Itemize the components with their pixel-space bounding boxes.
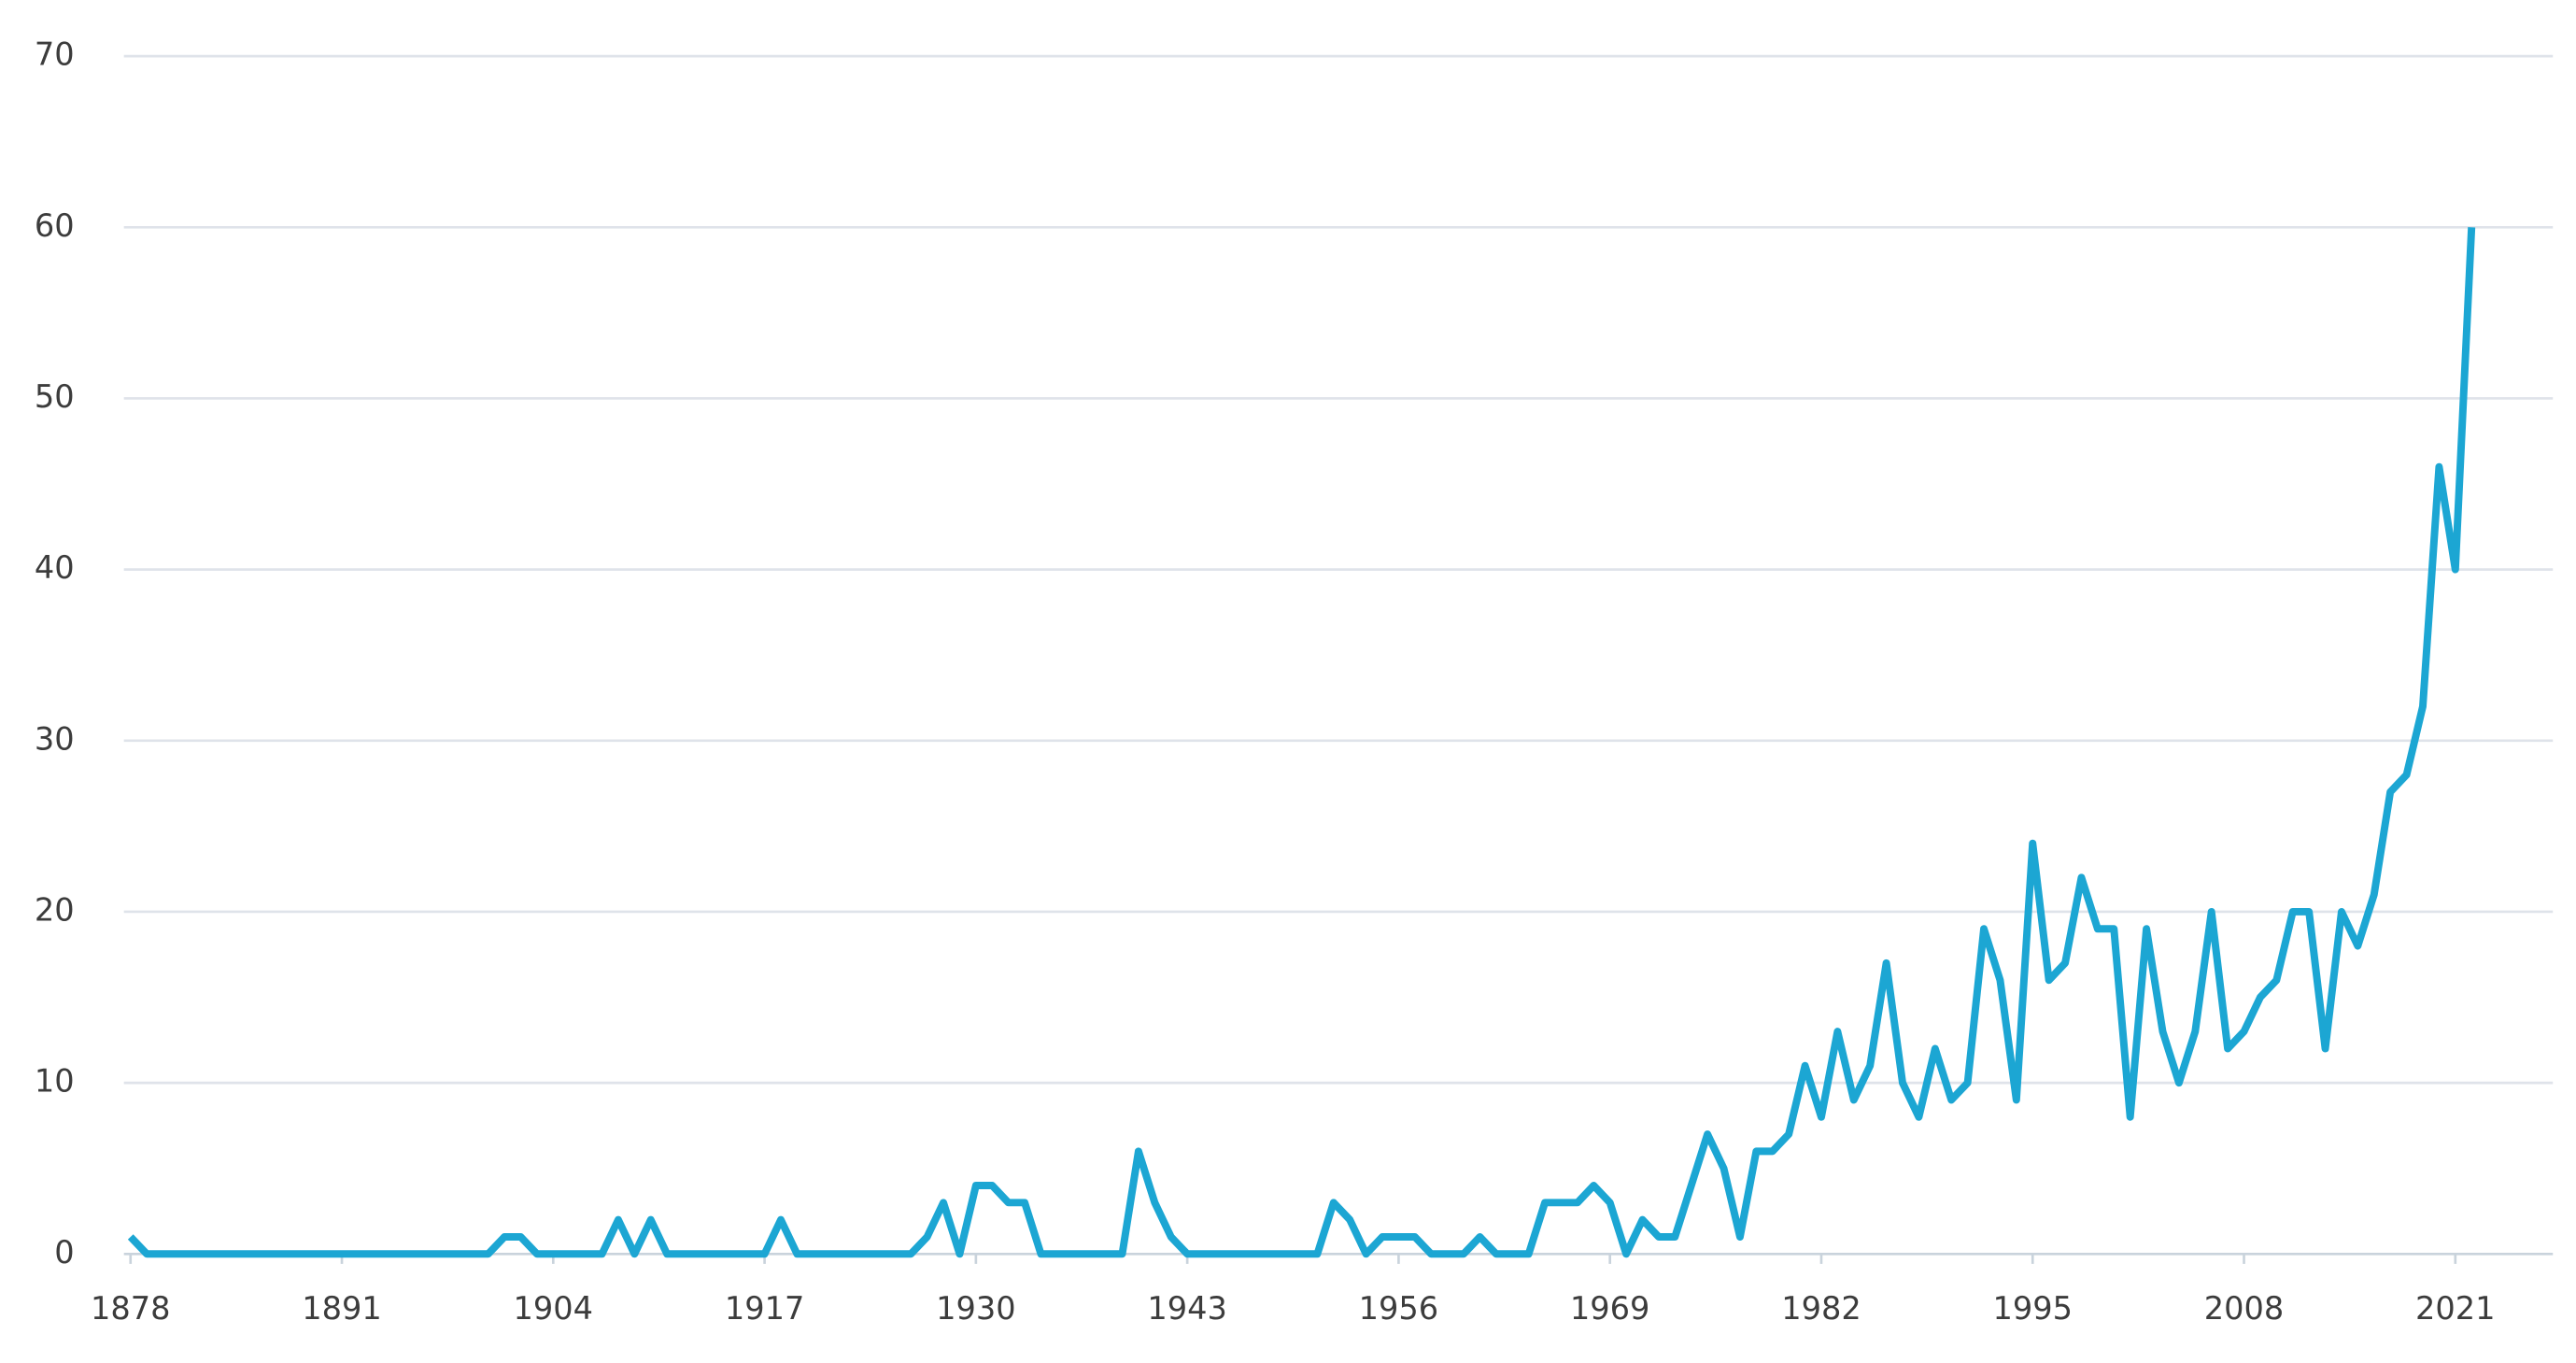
- y-tick-label: 50: [35, 378, 75, 415]
- x-tick-label: 2021: [2415, 1290, 2496, 1327]
- x-tick-label: 1982: [1781, 1290, 1861, 1327]
- x-tick-label: 1995: [1992, 1290, 2073, 1327]
- y-tick-label: 70: [35, 36, 75, 73]
- y-tick-label: 40: [35, 549, 75, 586]
- x-tick-label: 1943: [1147, 1290, 1227, 1327]
- x-tick-label: 1956: [1359, 1290, 1439, 1327]
- x-tick-label: 1917: [725, 1290, 805, 1327]
- y-tick-label: 10: [35, 1063, 75, 1100]
- x-tick-label: 1904: [514, 1290, 594, 1327]
- y-tick-label: 30: [35, 720, 75, 757]
- x-tick-label: 2008: [2204, 1290, 2285, 1327]
- x-tick-label: 1891: [302, 1290, 382, 1327]
- y-tick-label: 60: [35, 207, 75, 244]
- x-tick-label: 1878: [91, 1290, 171, 1327]
- x-tick-label: 1930: [936, 1290, 1016, 1327]
- data-line: [127, 227, 2476, 1258]
- y-tick-label: 20: [35, 891, 75, 928]
- y-tick-label: 0: [54, 1234, 74, 1271]
- x-tick-label: 1969: [1570, 1290, 1650, 1327]
